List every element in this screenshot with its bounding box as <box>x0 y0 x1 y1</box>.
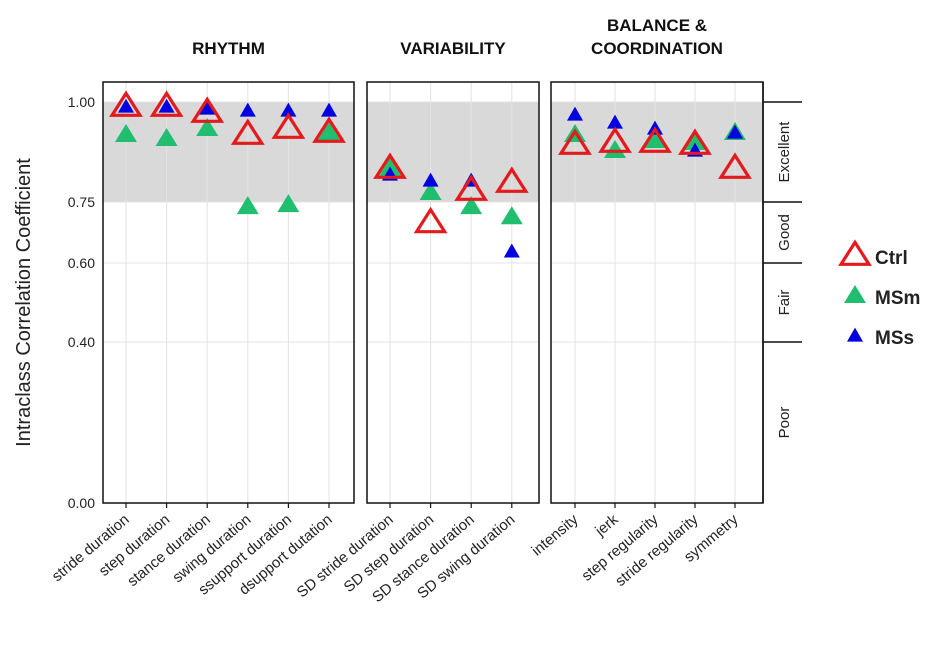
legend-marker-ctrl <box>838 239 872 266</box>
panel-title: RHYTHM <box>192 39 265 58</box>
y-axis-label: Intraclass Correlation Coefficient <box>13 158 35 447</box>
shaded-region <box>367 102 539 202</box>
marker-mss <box>118 98 134 113</box>
marker-msm <box>604 140 626 158</box>
marker-msm <box>460 196 483 215</box>
marker-ctrl <box>494 166 529 193</box>
marker-msm <box>318 122 340 140</box>
marker-mss <box>239 102 256 117</box>
marker-ctrl <box>312 116 346 143</box>
legend-marker-mss <box>847 327 863 342</box>
band-label-poor: Poor <box>776 407 793 439</box>
marker-ctrl <box>598 126 632 153</box>
marker-mss <box>567 106 583 121</box>
shaded-region <box>103 102 354 202</box>
marker-ctrl <box>230 118 265 145</box>
y-tick-label: 0.75 <box>68 194 95 210</box>
marker-mss <box>280 102 297 117</box>
marker-ctrl <box>190 96 225 123</box>
panel-border <box>102 81 355 504</box>
band-label-fair: Fair <box>776 290 793 316</box>
reliability-bands: Excellent Good Fair Poor <box>762 82 802 503</box>
legend-label-msm: MSm <box>875 288 920 309</box>
marker-ctrl <box>678 128 712 155</box>
marker-msm <box>155 128 178 146</box>
panel-title: COORDINATION <box>591 39 723 58</box>
x-tick-label: jerk <box>591 511 622 541</box>
x-tick-label: intensity <box>528 511 581 560</box>
marker-msm <box>419 182 442 200</box>
marker-mss <box>727 124 743 139</box>
marker-ctrl <box>413 206 448 234</box>
marker-msm <box>500 206 523 225</box>
marker-msm <box>277 194 300 213</box>
marker-mss <box>607 114 623 129</box>
marker-msm <box>196 118 219 136</box>
marker-ctrl <box>558 128 592 155</box>
y-tick-label: 1.00 <box>68 94 95 110</box>
panel-title: VARIABILITY <box>400 39 506 58</box>
marker-ctrl <box>638 126 672 153</box>
y-tick-label: 0.60 <box>68 255 95 271</box>
marker-mss <box>199 100 216 115</box>
legend-label-mss: MSs <box>875 328 914 349</box>
marker-ctrl <box>454 174 489 201</box>
y-tick-label: 0.00 <box>68 495 95 511</box>
legend: Ctrl MSm MSs <box>838 239 920 349</box>
marker-msm <box>644 130 666 148</box>
marker-msm <box>684 132 706 150</box>
marker-ctrl <box>373 152 407 179</box>
marker-ctrl <box>271 112 306 139</box>
marker-ctrl <box>109 90 143 117</box>
band-label-good: Good <box>776 214 793 251</box>
marker-mss <box>422 172 439 187</box>
marker-mss <box>321 102 337 117</box>
panel-title: BALANCE & <box>607 16 707 35</box>
marker-mss <box>503 243 520 258</box>
marker-msm <box>115 124 137 142</box>
marker-msm <box>236 196 259 215</box>
marker-ctrl <box>718 152 752 179</box>
panel-border <box>366 81 540 504</box>
band-label-excellent: Excellent <box>776 121 793 183</box>
y-tick-label: 0.40 <box>68 334 95 350</box>
marker-mss <box>158 98 175 113</box>
y-axis-tick-labels: 1.00 0.75 0.60 0.40 0.00 <box>68 94 95 511</box>
legend-marker-msm <box>844 285 866 303</box>
marker-ctrl <box>149 90 184 117</box>
legend-label-ctrl: Ctrl <box>875 248 908 269</box>
